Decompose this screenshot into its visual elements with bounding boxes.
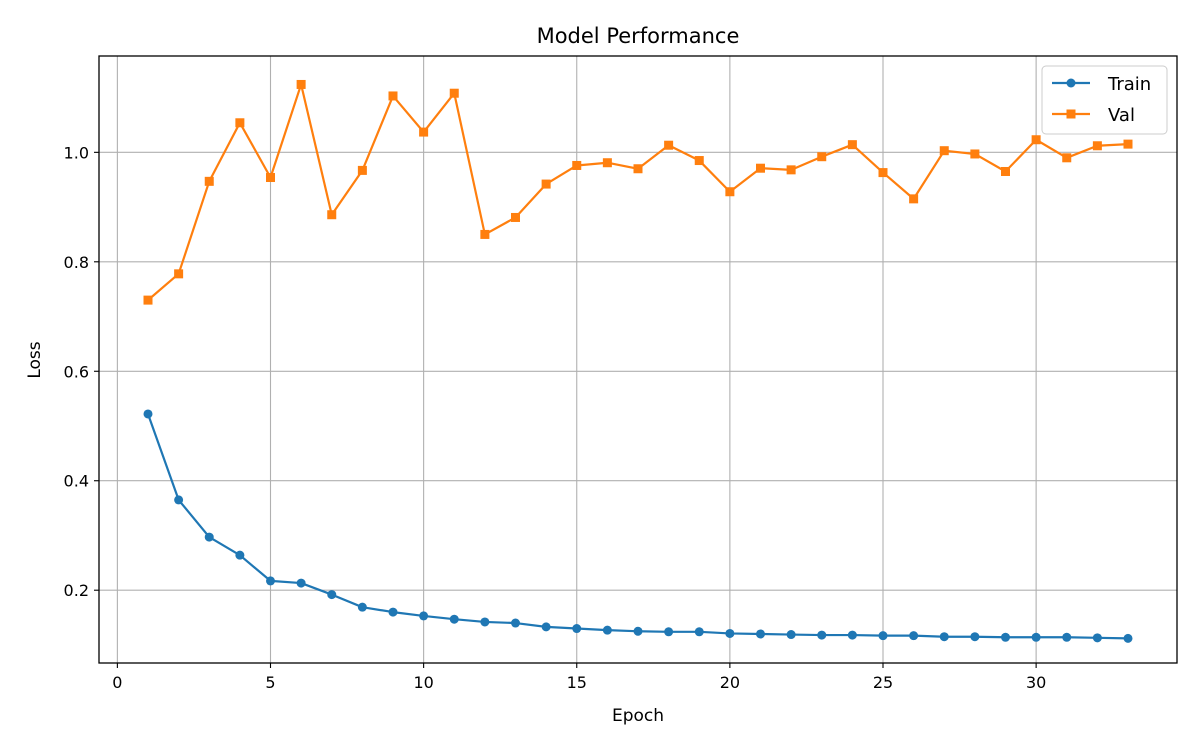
data-point-1	[541, 179, 551, 189]
data-point-1	[786, 165, 796, 175]
data-point-0	[939, 632, 949, 642]
axis-ticks: 0 5 10 15 20 25 30 0.2 0.4 0.6 0.8 1.0	[64, 143, 1047, 692]
x-tick-label: 20	[720, 673, 740, 692]
data-point-0	[633, 626, 643, 636]
data-point-1	[266, 173, 275, 183]
grid-lines	[99, 56, 1177, 663]
y-axis-label: Loss	[25, 341, 45, 378]
x-tick-label: 15	[567, 673, 587, 692]
data-point-0	[1092, 633, 1102, 643]
data-point-1	[939, 146, 949, 156]
data-point-1	[664, 140, 674, 150]
data-point-1	[817, 152, 827, 162]
data-point-0	[694, 627, 704, 637]
data-point-0	[296, 578, 306, 588]
data-point-1	[694, 156, 704, 166]
data-point-0	[970, 632, 980, 642]
data-point-0	[174, 495, 184, 505]
x-tick-label: 30	[1026, 673, 1046, 692]
data-point-1	[756, 163, 765, 173]
data-point-0	[419, 611, 429, 621]
data-point-0	[449, 614, 459, 624]
data-point-0	[266, 576, 275, 586]
x-tick-label: 25	[873, 673, 893, 692]
data-point-0	[817, 630, 827, 640]
legend: Train Val	[1041, 65, 1168, 135]
legend-label-train: Train	[1107, 74, 1151, 95]
data-point-1	[1062, 153, 1072, 163]
data-point-1	[296, 79, 306, 89]
data-point-1	[327, 210, 337, 220]
data-point-1	[602, 158, 612, 168]
data-point-1	[388, 91, 398, 101]
data-point-0	[1031, 632, 1041, 642]
data-point-0	[357, 602, 367, 612]
legend-marker-val	[1066, 109, 1076, 119]
data-point-1	[511, 212, 520, 222]
data-point-1	[1001, 166, 1010, 176]
data-point-0	[1062, 632, 1072, 642]
data-point-1	[419, 127, 429, 137]
data-point-1	[1031, 135, 1041, 145]
data-point-0	[756, 629, 765, 639]
y-tick-label: 0.8	[64, 253, 89, 272]
data-point-0	[602, 625, 612, 635]
legend-label-val: Val	[1108, 105, 1135, 126]
data-point-1	[572, 160, 582, 170]
x-axis-label: Epoch	[612, 706, 664, 726]
y-tick-label: 0.2	[64, 581, 89, 600]
data-point-0	[725, 628, 735, 638]
data-point-0	[204, 532, 214, 542]
data-point-0	[511, 618, 520, 628]
data-point-1	[449, 88, 459, 98]
data-point-0	[909, 631, 919, 641]
data-point-0	[878, 631, 888, 641]
y-tick-label: 1.0	[64, 143, 89, 162]
data-point-0	[572, 624, 582, 634]
data-point-1	[633, 164, 643, 174]
data-point-0	[388, 607, 398, 617]
data-point-1	[1123, 139, 1133, 149]
x-tick-label: 5	[265, 673, 275, 692]
x-tick-label: 10	[413, 673, 433, 692]
data-point-1	[878, 168, 888, 178]
data-point-0	[143, 409, 153, 419]
data-point-0	[235, 550, 245, 560]
data-point-0	[480, 617, 490, 627]
data-point-1	[204, 176, 214, 186]
data-point-0	[786, 630, 796, 640]
data-point-1	[174, 269, 184, 279]
data-point-0	[1001, 632, 1010, 642]
data-point-1	[970, 149, 980, 159]
data-point-0	[327, 590, 337, 600]
data-point-0	[1123, 633, 1133, 643]
data-point-1	[1092, 141, 1102, 151]
y-tick-label: 0.4	[64, 472, 89, 491]
data-point-0	[541, 622, 551, 632]
data-point-1	[909, 194, 919, 204]
data-point-1	[480, 229, 490, 239]
data-point-1	[235, 118, 245, 128]
data-point-1	[143, 295, 153, 305]
data-point-0	[664, 627, 674, 637]
series-layer	[143, 79, 1133, 643]
data-point-1	[357, 165, 367, 175]
data-point-0	[847, 630, 857, 640]
x-tick-label: 0	[112, 673, 122, 692]
chart-title: Model Performance	[537, 24, 740, 48]
data-point-1	[847, 140, 857, 150]
y-tick-label: 0.6	[64, 362, 89, 381]
plot-frame	[98, 55, 1178, 664]
legend-marker-train	[1066, 78, 1076, 88]
data-point-1	[725, 187, 735, 197]
